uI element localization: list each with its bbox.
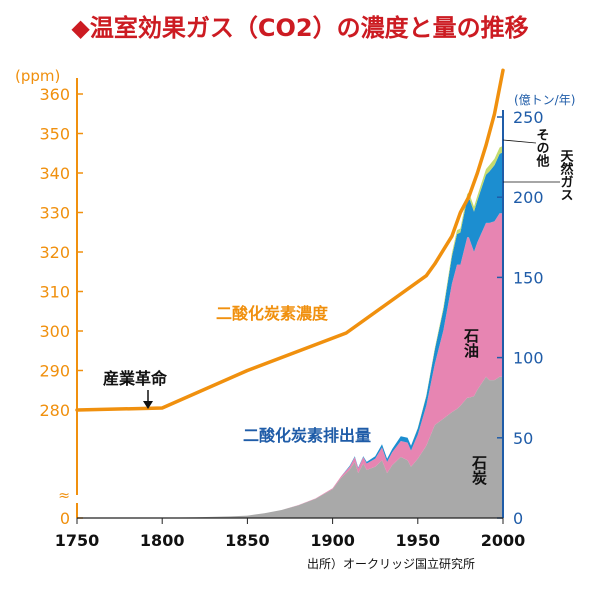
- chart-title: ◆温室効果ガス（CO2）の濃度と量の推移: [0, 8, 600, 43]
- concentration-line: [75, 68, 505, 412]
- x-tick-label: 1750: [55, 531, 100, 550]
- left-tick-label: 350: [39, 125, 70, 144]
- left-tick-label: 280: [39, 401, 70, 420]
- title-text: 温室効果ガス（CO2）の濃度と量の推移: [89, 14, 529, 42]
- left-tick-label: 360: [39, 85, 70, 104]
- left-tick-label: 330: [39, 204, 70, 223]
- left-tick-label: 300: [39, 322, 70, 341]
- right-tick-label: 200: [513, 188, 544, 207]
- left-axis-unit: (ppm): [15, 67, 60, 85]
- right-tick-label: 150: [513, 268, 544, 287]
- industrial-revolution-arrow-head: [143, 401, 153, 409]
- coal-label: 石炭: [470, 455, 488, 486]
- left-tick-label: 290: [39, 362, 70, 381]
- right-tick-label: 250: [513, 108, 544, 127]
- gas-label: 天然ガス: [558, 149, 574, 201]
- left-tick-label: 340: [39, 164, 70, 183]
- title-marker: ◆: [71, 14, 90, 42]
- x-tick-label: 2000: [481, 531, 526, 550]
- source-note: 出所）オークリッジ国立研究所: [307, 556, 475, 571]
- coal-area: [77, 376, 503, 518]
- right-tick-label: 50: [513, 429, 533, 448]
- industrial-revolution-label: 産業革命: [103, 369, 168, 388]
- x-tick-label: 1850: [225, 531, 270, 550]
- oil-label: 石油: [462, 328, 480, 359]
- other-leader: [502, 139, 537, 144]
- right-tick-label: 100: [513, 349, 544, 368]
- right-axis-unit: (億トン/年): [514, 93, 575, 107]
- concentration-label: 二酸化炭素濃度: [216, 304, 329, 323]
- other-label: その他: [534, 128, 551, 168]
- right-tick-label: 0: [513, 509, 523, 528]
- concentration-layer: [75, 68, 505, 412]
- left-axis-break: ≈: [58, 488, 70, 504]
- left-tick-label: 320: [39, 243, 70, 262]
- emission-areas: [77, 145, 503, 519]
- left-tick-label: 0: [60, 509, 70, 528]
- x-tick-label: 1900: [310, 531, 355, 550]
- left-tick-label: 310: [39, 283, 70, 302]
- chart-axes: ≈ (ppm) 0 280 290 300 310 320 330 340 350 360 (億トン/年…: [15, 67, 575, 550]
- emission-label: 二酸化炭素排出量: [243, 426, 371, 445]
- x-tick-label: 1800: [140, 531, 185, 550]
- x-tick-label: 1950: [396, 531, 441, 550]
